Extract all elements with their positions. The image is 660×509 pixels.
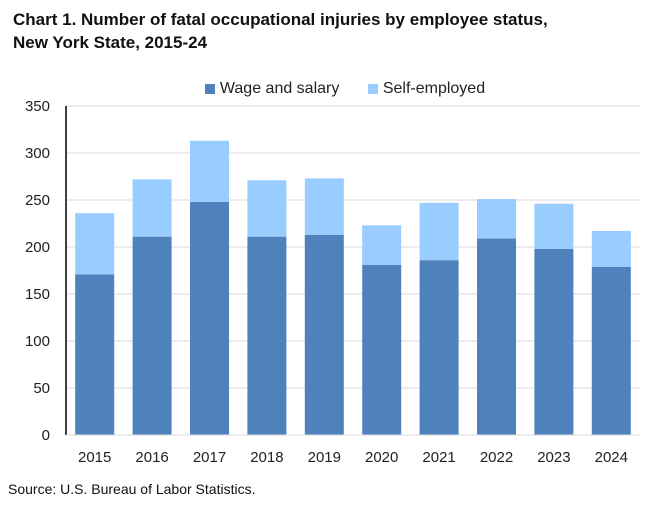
y-tick-label: 300 <box>25 145 50 162</box>
x-tick-label: 2022 <box>480 449 513 466</box>
y-tick-label: 100 <box>25 333 50 350</box>
bar-wage-and-salary <box>419 260 459 435</box>
y-tick-label: 50 <box>33 380 50 397</box>
bar-wage-and-salary <box>591 266 631 435</box>
x-tick-label: 2020 <box>365 449 398 466</box>
x-tick-label: 2021 <box>422 449 455 466</box>
legend-item-self: Self-employed <box>367 80 485 98</box>
legend-swatch <box>204 84 215 94</box>
bar-self-employed <box>247 180 287 237</box>
bar-wage-and-salary <box>534 248 574 435</box>
y-tick-label: 0 <box>42 427 50 444</box>
x-tick-label: 2019 <box>308 449 341 466</box>
legend-item-wage: Wage and salary <box>204 80 339 98</box>
bar-wage-and-salary <box>247 236 287 435</box>
x-tick-label: 2024 <box>595 449 628 466</box>
y-tick-label: 200 <box>25 239 50 256</box>
y-tick-label: 150 <box>25 286 50 303</box>
source-note: Source: U.S. Bureau of Labor Statistics. <box>8 481 256 497</box>
bar-self-employed <box>132 179 172 237</box>
legend-swatch <box>367 84 378 94</box>
bar-wage-and-salary <box>304 234 344 435</box>
x-tick-label: 2017 <box>193 449 226 466</box>
bar-self-employed <box>75 213 115 275</box>
legend: Wage and salary Self-employed <box>0 80 660 99</box>
chart-title: Chart 1. Number of fatal occupational in… <box>13 10 548 52</box>
bar-wage-and-salary <box>75 274 115 435</box>
x-tick-label: 2023 <box>537 449 570 466</box>
x-tick-label: 2015 <box>78 449 111 466</box>
y-tick-label: 350 <box>25 98 50 115</box>
bar-wage-and-salary <box>477 238 516 435</box>
bar-wage-and-salary <box>190 201 229 435</box>
bar-self-employed <box>477 199 516 239</box>
bar-self-employed <box>304 178 344 235</box>
bar-self-employed <box>419 202 459 261</box>
x-tick-label: 2016 <box>135 449 168 466</box>
bar-wage-and-salary <box>132 236 172 435</box>
bar-wage-and-salary <box>362 264 402 435</box>
bar-self-employed <box>190 140 229 202</box>
y-tick-label: 250 <box>25 192 50 209</box>
bar-self-employed <box>362 225 402 265</box>
bar-self-employed <box>591 231 631 267</box>
bar-self-employed <box>534 203 574 249</box>
x-tick-label: 2018 <box>250 449 283 466</box>
